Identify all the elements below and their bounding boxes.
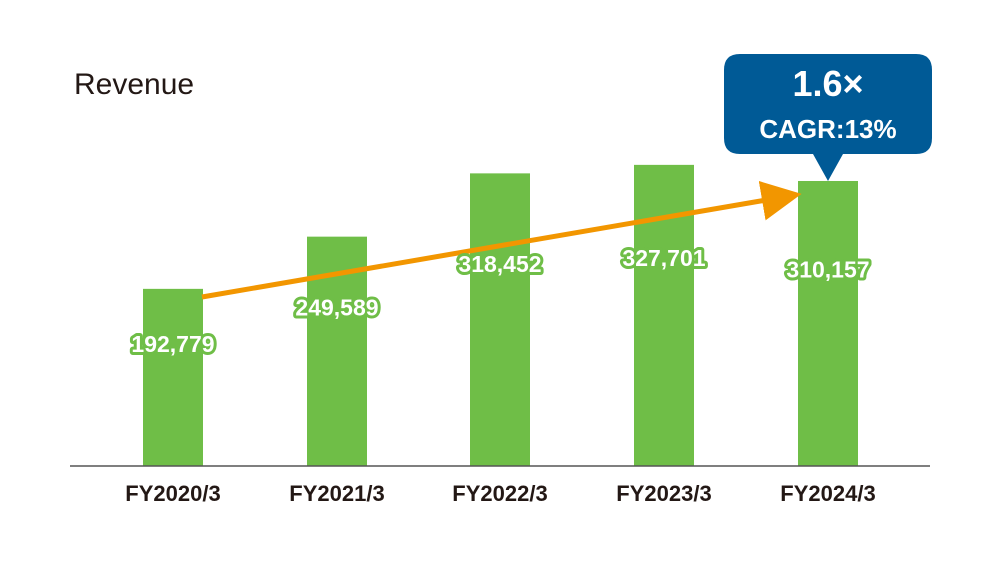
callout-bubble: [724, 54, 932, 181]
value-labels: 192,779 249,589 318,452 327,701 310,157: [128, 242, 872, 360]
x-tick-label: FY2020/3: [125, 481, 220, 506]
bar-value-label: 249,589: [295, 295, 378, 321]
bar-FY2023/3: [634, 164, 694, 466]
bar-value-label: 310,157: [786, 256, 869, 282]
x-tick-label: FY2023/3: [616, 481, 711, 506]
bars-group: [143, 164, 858, 467]
callout-cagr: CAGR:13%: [759, 114, 896, 144]
cagr-callout: 1.6× CAGR:13%: [724, 54, 932, 181]
x-tick-label: FY2024/3: [780, 481, 875, 506]
bar-FY2022/3: [470, 173, 530, 466]
x-tick-label: FY2022/3: [452, 481, 547, 506]
bar-value-label: 327,701: [622, 245, 705, 271]
bar-FY2020/3: [143, 288, 203, 466]
bar-value-label: 318,452: [458, 251, 541, 277]
x-tick-label: FY2021/3: [289, 481, 384, 506]
x-tick-labels: FY2020/3 FY2021/3 FY2022/3 FY2023/3 FY2024/3: [125, 481, 875, 506]
chart-title: Revenue: [74, 68, 194, 101]
callout-multiplier: 1.6×: [792, 63, 863, 104]
growth-trend-arrow: [201, 180, 802, 300]
bar-value-label: 192,779: [131, 331, 214, 357]
bar-FY2024/3: [798, 180, 858, 467]
